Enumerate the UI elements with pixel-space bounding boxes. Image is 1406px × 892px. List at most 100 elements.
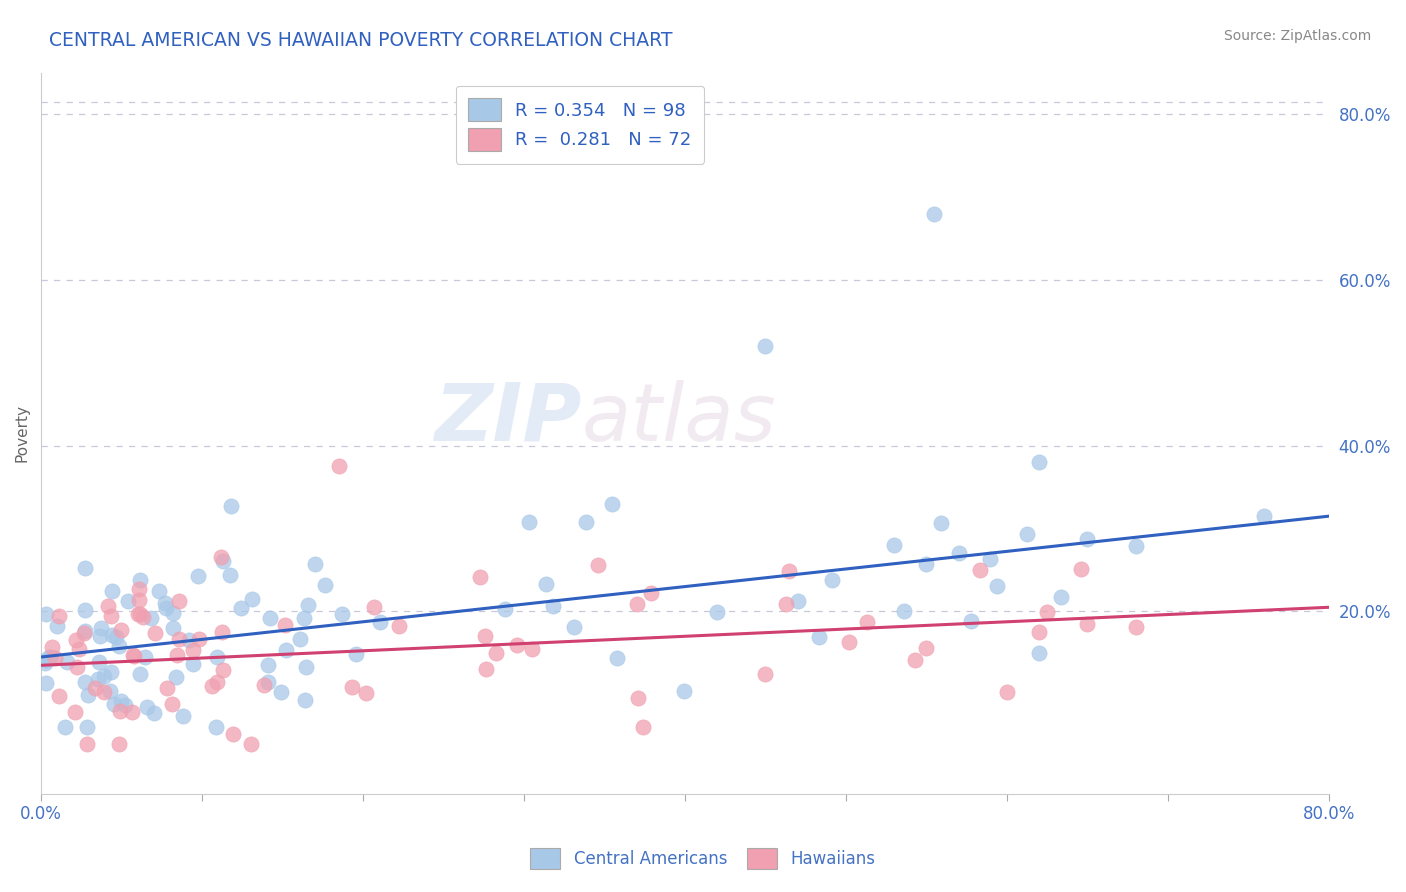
Point (35, 676, 58, 690)
Point (65, 660, 87, 674)
Point (494, 602, 516, 616)
Point (470, 569, 492, 583)
Point (575, 515, 598, 529)
Point (672, 684, 695, 698)
Point (304, 557, 326, 571)
Point (388, 619, 411, 633)
Point (117, 594, 139, 608)
Point (541, 599, 564, 613)
Point (1036, 605, 1059, 619)
Point (929, 516, 952, 531)
Point (139, 611, 162, 625)
Point (787, 594, 810, 608)
Point (1076, 532, 1098, 546)
Point (162, 607, 184, 621)
Legend: Central Americans, Hawaiians: Central Americans, Hawaiians (520, 838, 886, 880)
Point (1028, 455, 1050, 469)
Point (100, 628, 122, 642)
Point (778, 564, 800, 578)
Point (110, 623, 132, 637)
Point (104, 630, 127, 644)
Point (76, 720, 98, 734)
Point (93, 669, 115, 683)
Text: ZIP: ZIP (434, 380, 582, 458)
Point (354, 686, 377, 700)
Point (212, 663, 235, 677)
Point (270, 685, 292, 699)
Point (122, 649, 145, 664)
Point (187, 632, 209, 646)
Point (586, 558, 609, 572)
Point (121, 648, 143, 662)
Point (1125, 540, 1147, 554)
Point (1049, 590, 1071, 604)
Point (256, 658, 278, 673)
Point (183, 643, 205, 657)
Point (295, 660, 318, 674)
Text: CENTRAL AMERICAN VS HAWAIIAN POVERTY CORRELATION CHART: CENTRAL AMERICAN VS HAWAIIAN POVERTY COR… (49, 31, 672, 50)
Point (165, 670, 187, 684)
Point (1253, 509, 1275, 524)
Legend: R = 0.354   N = 98, R =  0.281   N = 72: R = 0.354 N = 98, R = 0.281 N = 72 (456, 86, 704, 163)
Point (143, 706, 166, 720)
Point (212, 553, 235, 567)
Point (167, 594, 190, 608)
Point (148, 583, 170, 598)
Point (904, 653, 927, 667)
Text: Source: ZipAtlas.com: Source: ZipAtlas.com (1223, 29, 1371, 43)
Point (89, 629, 111, 643)
Point (218, 568, 240, 582)
Point (948, 546, 970, 560)
Point (75, 602, 97, 616)
Point (344, 647, 367, 661)
Point (915, 640, 938, 655)
Point (1028, 625, 1050, 640)
Point (76, 737, 98, 751)
Point (534, 577, 557, 591)
Point (90, 621, 112, 635)
Point (93, 684, 115, 698)
Point (259, 611, 281, 625)
Point (87, 672, 110, 686)
Point (114, 698, 136, 712)
Point (65, 705, 87, 719)
Point (915, 557, 938, 571)
Point (838, 635, 860, 649)
Point (39, 649, 62, 664)
Point (128, 666, 150, 681)
Point (475, 662, 498, 676)
Point (363, 599, 385, 614)
Point (155, 601, 177, 615)
Point (517, 516, 540, 530)
Point (48, 689, 70, 703)
Point (129, 573, 152, 587)
Point (162, 621, 184, 635)
Point (83, 681, 105, 696)
Point (103, 697, 125, 711)
Point (520, 642, 543, 657)
Point (330, 607, 353, 621)
Point (626, 691, 648, 706)
Point (177, 633, 200, 648)
Point (181, 657, 204, 671)
Point (110, 694, 132, 708)
Point (328, 459, 350, 474)
Text: atlas: atlas (582, 380, 776, 458)
Point (1076, 616, 1098, 631)
Point (924, 207, 946, 221)
Point (73, 624, 96, 638)
Point (156, 681, 179, 696)
Point (53, 720, 76, 734)
Point (100, 665, 122, 680)
Point (205, 720, 228, 734)
Point (222, 727, 245, 741)
Point (209, 550, 232, 565)
Point (127, 607, 149, 622)
Point (108, 639, 131, 653)
Point (44, 651, 66, 665)
Point (506, 638, 529, 652)
Point (205, 674, 228, 689)
Point (1125, 620, 1147, 634)
Point (292, 611, 315, 625)
Point (100, 583, 122, 598)
